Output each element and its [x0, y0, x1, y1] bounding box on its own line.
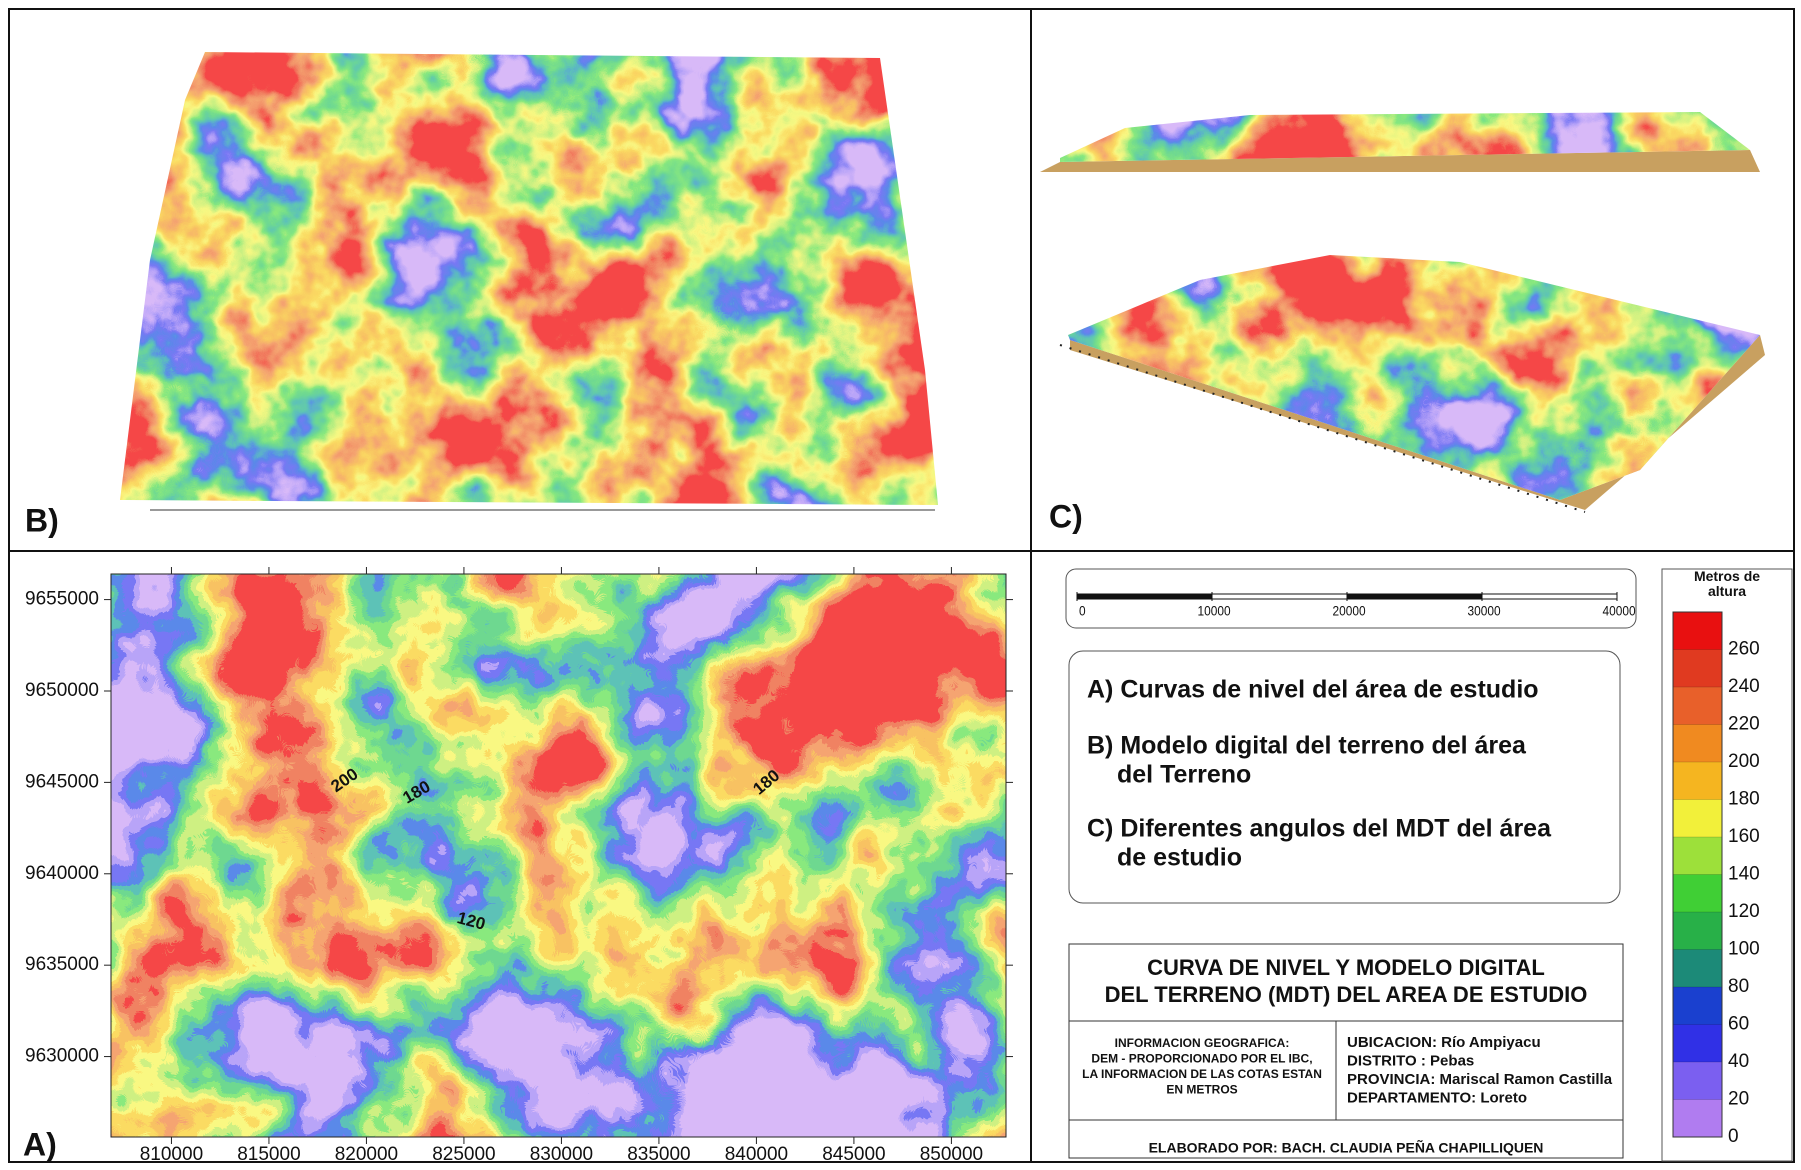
scale-label: 40000	[1603, 603, 1636, 619]
terrain-3d	[110, 40, 950, 510]
title: CURVA DE NIVEL Y MODELO DIGITAL	[1147, 955, 1545, 980]
color-band	[1673, 950, 1722, 988]
y-tick-label: 9630000	[25, 1046, 99, 1067]
x-tick-label: 845000	[822, 1144, 885, 1165]
legend-label: 20	[1728, 1089, 1749, 1110]
x-tick-label: 840000	[725, 1144, 788, 1165]
scale-label: 30000	[1468, 603, 1501, 619]
panel-label: A)	[23, 1126, 57, 1162]
caption: A) Curvas de nivel del área de estudio	[1087, 676, 1539, 704]
scale-label: 10000	[1197, 603, 1230, 619]
y-tick-label: 9650000	[25, 680, 99, 701]
color-band	[1673, 1025, 1722, 1063]
x-tick-label: 850000	[920, 1144, 983, 1165]
figure: B) C) A) 810000 815000 820000 825000 830000 8…	[0, 0, 1801, 1170]
color-band	[1673, 762, 1722, 800]
color-band	[1673, 725, 1722, 763]
legend-label: 160	[1728, 826, 1760, 847]
legend-label: 200	[1728, 751, 1760, 772]
caption: C) Diferentes angulos del MDT del área	[1087, 815, 1552, 843]
x-tick-label: 815000	[237, 1144, 300, 1165]
color-band	[1673, 912, 1722, 950]
legend-label: 40	[1728, 1051, 1749, 1072]
legend-label: 120	[1728, 901, 1760, 922]
legend-label: 240	[1728, 676, 1760, 697]
caption: del Terreno	[1117, 761, 1251, 789]
caption: B) Modelo digital del terreno del área	[1087, 732, 1527, 760]
legend-label: 260	[1728, 639, 1760, 660]
color-band	[1673, 800, 1722, 838]
location-text: UBICACION: Río Ampiyacu	[1347, 1034, 1541, 1051]
caption: de estudio	[1117, 844, 1242, 872]
x-tick-label: 830000	[530, 1144, 593, 1165]
author: ELABORADO POR: BACH. CLAUDIA PEÑA CHAPIL…	[1149, 1139, 1544, 1156]
legend-label: 220	[1728, 714, 1760, 735]
scale-segment	[1347, 594, 1482, 599]
scale-label: 0	[1079, 603, 1086, 619]
scale-label: 20000	[1332, 603, 1365, 619]
x-tick-label: 820000	[335, 1144, 398, 1165]
legend-label: 140	[1728, 864, 1760, 885]
color-band	[1673, 612, 1722, 650]
color-band	[1673, 650, 1722, 688]
x-tick-label: 835000	[627, 1144, 690, 1165]
location-text: DEPARTAMENTO: Loreto	[1347, 1089, 1527, 1106]
legend-label: 0	[1728, 1126, 1739, 1147]
color-band	[1673, 987, 1722, 1025]
info-text: LA INFORMACION DE LAS COTAS ESTAN	[1082, 1067, 1322, 1081]
panel-label: B)	[25, 502, 59, 538]
location-text: DISTRITO : Pebas	[1347, 1052, 1474, 1069]
info-text: EN METROS	[1166, 1083, 1237, 1097]
scale-segment	[1212, 594, 1347, 599]
y-tick-label: 9640000	[25, 863, 99, 884]
color-band	[1673, 837, 1722, 875]
scale-segment	[1077, 594, 1212, 599]
x-tick-label: 810000	[140, 1144, 203, 1165]
color-band	[1673, 687, 1722, 725]
legend-label: 60	[1728, 1014, 1749, 1035]
color-band	[1673, 875, 1722, 913]
y-tick-label: 9645000	[25, 771, 99, 792]
y-tick-label: 9635000	[25, 954, 99, 975]
y-tick-label: 9655000	[25, 589, 99, 610]
legend-label: 80	[1728, 976, 1749, 997]
color-band	[1673, 1100, 1722, 1138]
terrain-3d	[1060, 250, 1770, 510]
scale-segment	[1482, 594, 1617, 599]
info-text: DEM - PROPORCIONADO POR EL IBC,	[1091, 1052, 1312, 1066]
panel-label: C)	[1049, 498, 1083, 534]
x-tick-label: 825000	[432, 1144, 495, 1165]
contour-map	[111, 574, 1006, 1137]
info-text: INFORMACION GEOGRAFICA:	[1115, 1036, 1290, 1050]
legend-label: 180	[1728, 789, 1760, 810]
color-band	[1673, 1062, 1722, 1100]
legend-label: 100	[1728, 939, 1760, 960]
title: DEL TERRENO (MDT) DEL AREA DE ESTUDIO	[1105, 982, 1588, 1007]
location-text: PROVINCIA: Mariscal Ramon Castilla	[1347, 1071, 1613, 1088]
